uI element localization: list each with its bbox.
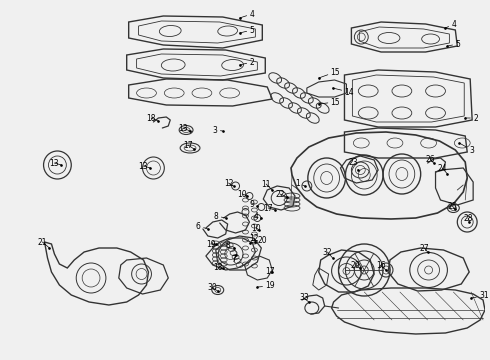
Text: 13: 13 (178, 123, 190, 132)
Text: 6: 6 (196, 221, 208, 230)
Text: 7: 7 (232, 255, 237, 265)
Text: 28: 28 (463, 213, 473, 222)
Text: 24: 24 (438, 163, 447, 174)
Text: 15: 15 (318, 98, 340, 107)
Text: 25: 25 (447, 202, 457, 211)
Text: 13: 13 (139, 162, 150, 171)
Text: 9: 9 (249, 199, 257, 208)
Text: 8: 8 (214, 212, 226, 220)
Text: 2: 2 (240, 58, 254, 67)
Text: 18: 18 (213, 264, 223, 273)
Text: 22: 22 (275, 189, 287, 198)
Text: 4: 4 (253, 212, 261, 220)
Text: 18: 18 (147, 113, 158, 122)
Text: 17: 17 (263, 203, 275, 212)
Text: 12: 12 (224, 179, 234, 188)
Text: 30: 30 (208, 284, 218, 292)
Text: 14: 14 (333, 87, 354, 96)
Text: 1: 1 (295, 179, 305, 188)
Text: 15: 15 (318, 68, 340, 78)
Text: 13: 13 (49, 158, 61, 167)
Text: 5: 5 (240, 26, 254, 35)
Text: 21: 21 (38, 238, 49, 248)
Text: 26: 26 (426, 154, 435, 163)
Text: 19: 19 (257, 282, 275, 291)
Text: 4: 4 (445, 19, 456, 28)
Text: 32: 32 (323, 248, 333, 258)
Text: 10: 10 (238, 189, 247, 198)
Text: 19: 19 (206, 239, 216, 248)
Text: 17: 17 (265, 267, 275, 276)
Text: 4: 4 (240, 9, 254, 18)
Text: 17: 17 (183, 140, 194, 149)
Text: 2: 2 (465, 113, 478, 122)
Text: 3: 3 (459, 143, 474, 154)
Text: 10: 10 (251, 224, 261, 233)
Text: 5: 5 (447, 40, 460, 49)
Text: 8: 8 (226, 240, 234, 249)
Text: 23: 23 (348, 158, 358, 170)
Text: 31: 31 (471, 292, 489, 301)
Text: 16: 16 (376, 261, 386, 270)
Text: 33: 33 (299, 293, 309, 302)
Text: 27: 27 (420, 243, 429, 252)
Text: 29: 29 (350, 261, 360, 270)
Text: 12: 12 (249, 234, 259, 243)
Text: 20: 20 (250, 235, 267, 244)
Text: 11: 11 (261, 180, 272, 190)
Text: 3: 3 (213, 126, 223, 135)
